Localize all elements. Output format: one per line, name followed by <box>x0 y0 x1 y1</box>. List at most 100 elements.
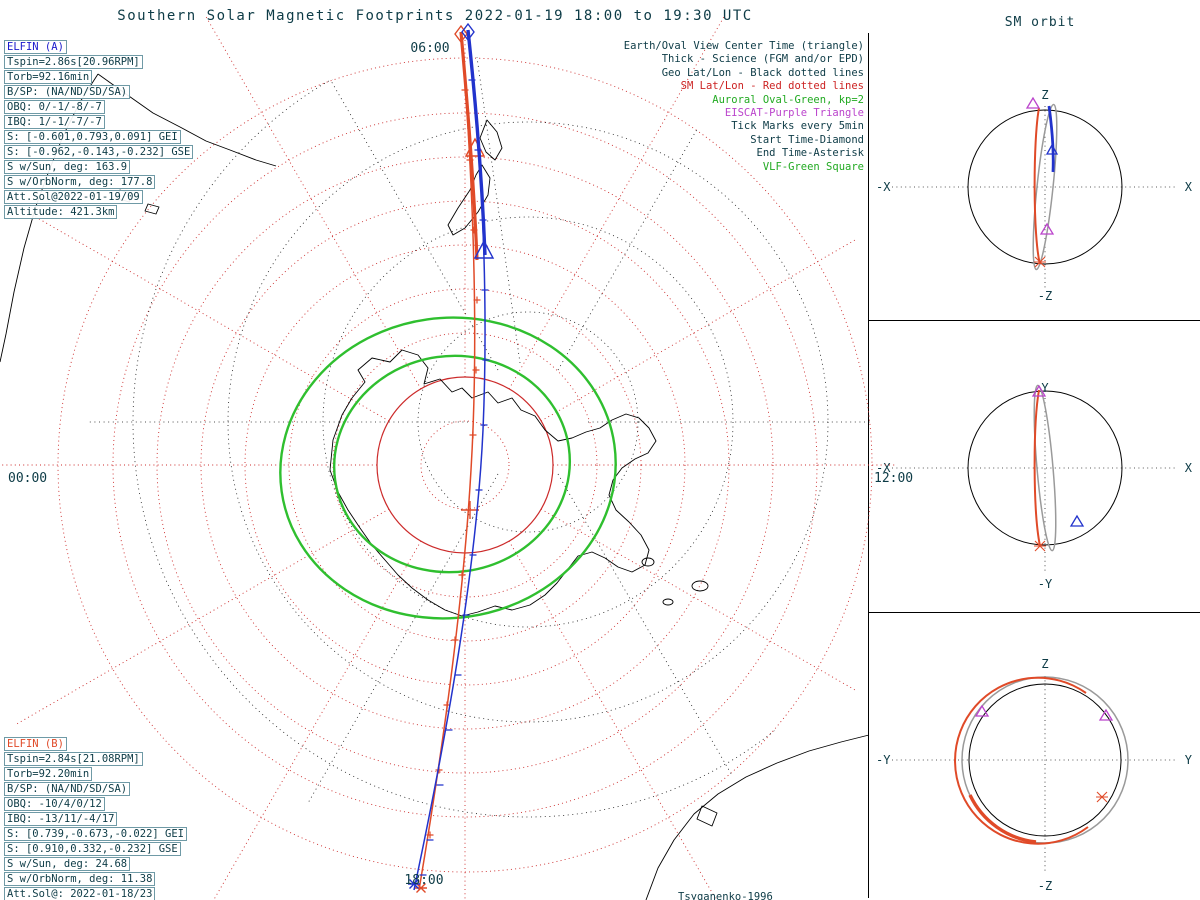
island <box>641 557 655 567</box>
coastlines <box>0 73 870 900</box>
auroral-oval-outer <box>279 316 617 620</box>
orbit-track-elfin-b <box>954 676 1089 845</box>
antarctica-outline <box>329 349 657 617</box>
orbit-track-gray <box>1033 384 1057 552</box>
axis-label: Z <box>1041 657 1048 671</box>
auroral-oval-inner <box>332 354 572 574</box>
tasmania-outline <box>696 805 718 827</box>
elfin-a-orbnorm-angle: S w/OrbNorm, deg: 177.8 <box>4 175 156 189</box>
elfin-b-s-gse: S: [0.910,0.332,-0.232] GSE <box>4 842 181 856</box>
axis-label: Y <box>1041 381 1049 395</box>
eiscat-triangle-icon <box>974 704 990 717</box>
legend-item-sm-grid: SM Lat/Lon - Red dotted lines <box>680 80 864 93</box>
elfin-b-orbnorm-angle: S w/OrbNorm, deg: 11.38 <box>4 872 156 886</box>
legend-item-start-time: Start Time-Diamond <box>750 133 864 146</box>
center-time-triangle-icon <box>1069 514 1085 527</box>
elfin-a-altitude: Altitude: 421.3km <box>4 205 118 219</box>
legend-item-vlf: VLF-Green Square <box>762 160 864 173</box>
sm-lat-80-circle <box>376 376 554 554</box>
axis-label: -Y <box>876 753 891 767</box>
elfin-a-center-time-triangle <box>473 239 495 259</box>
elfin-b-bsp: B/SP: (NA/ND/SD/SA) <box>4 782 131 796</box>
earth-circle <box>967 390 1123 546</box>
elfin-b-science-segment <box>459 31 479 261</box>
elfin-b-info-panel: ELFIN (B) Tspin=2.84s[21.08RPM] Torb=92.… <box>4 737 188 900</box>
axis-label: -Y <box>1038 577 1053 591</box>
clock-label-right: 12:00 <box>874 471 913 486</box>
legend-item-center-time: Earth/Oval View Center Time (triangle) <box>623 40 864 52</box>
elfin-b-track <box>415 24 486 893</box>
eiscat-triangle-icon <box>1031 384 1047 397</box>
elfin-b-5min-ticks <box>426 86 481 839</box>
sm-grid <box>0 14 895 900</box>
south-america-coast-east <box>97 73 277 167</box>
sm-orbit-panels: Z -X X -Z Y -X X -Y <box>868 33 1200 898</box>
elfin-b-obq: OBQ: -10/4/0/12 <box>4 797 105 811</box>
eiscat-triangle-icon <box>1039 222 1055 235</box>
end-time-asterisk-icon <box>1034 256 1046 268</box>
axis-label: X <box>1185 461 1193 475</box>
elfin-a-start-diamond <box>461 22 475 42</box>
earth-circle <box>968 683 1122 837</box>
axis-label: Y <box>1185 753 1193 767</box>
elfin-a-sun-angle: S w/Sun, deg: 163.9 <box>4 160 131 174</box>
eiscat-triangle-icon <box>1025 96 1041 109</box>
model-label: Tsyganenko-1996 <box>678 891 773 900</box>
elfin-b-tspin: Tspin=2.84s[21.08RPM] <box>4 752 143 766</box>
elfin-b-s-gei: S: [0.739,-0.673,-0.022] GEI <box>4 827 188 841</box>
legend-item-auroral-oval: Auroral Oval-Green, kp=2 <box>712 93 864 106</box>
elfin-a-torb: Torb=92.16min <box>4 70 93 84</box>
legend-item-tick-marks: Tick Marks every 5min <box>731 120 864 133</box>
elfin-a-track <box>408 22 495 891</box>
orbit-track-gray <box>1032 103 1058 271</box>
footprint-map: 06:00 00:00 12:00 18:00 <box>0 14 913 900</box>
legend-panel: Earth/Oval View Center Time (triangle) T… <box>556 40 864 174</box>
eiscat-triangle-icon <box>1098 708 1114 721</box>
center-time-triangle-icon <box>1045 143 1059 155</box>
elfin-b-center-plus <box>461 501 479 519</box>
axis-label: X <box>1185 180 1193 194</box>
elfin-b-attsol: Att.Sol@: 2022-01-18/23 <box>4 887 156 900</box>
elfin-b-torb: Torb=92.20min <box>4 767 93 781</box>
orbit-track-elfin-b <box>1033 107 1041 265</box>
earth-circle <box>967 109 1123 265</box>
elfin-a-end-asterisk <box>408 879 420 889</box>
sm-orbit-panel-xz: Z -X X -Z <box>876 88 1193 303</box>
clock-label-left: 00:00 <box>8 471 47 486</box>
elfin-a-attsol: Att.Sol@2022-01-19/09 <box>4 190 143 204</box>
new-zealand-north-island <box>479 119 503 161</box>
sm-meridians <box>0 14 895 900</box>
elfin-a-tspin: Tspin=2.86s[20.96RPM] <box>4 55 143 69</box>
orbit-track-elfin-a <box>1047 105 1055 173</box>
geo-grid <box>88 57 873 818</box>
axis-label: -X <box>876 180 891 194</box>
end-time-asterisk-icon <box>1096 791 1108 803</box>
sm-orbit-panel-yz: Z -Y Y -Z <box>876 657 1193 893</box>
island <box>662 598 674 606</box>
axis-label: -Z <box>1038 879 1052 893</box>
axis-label: -X <box>876 461 891 475</box>
elfin-a-5min-ticks <box>419 79 490 876</box>
auroral-oval <box>279 316 617 620</box>
elfin-a-science-segment <box>466 29 487 256</box>
australia-coast <box>645 734 870 900</box>
orbit-track-elfin-b <box>1033 389 1041 547</box>
elfin-b-ibq: IBQ: -13/11/-4/17 <box>4 812 118 826</box>
elfin-a-title: ELFIN (A) <box>4 40 67 54</box>
elfin-b-title: ELFIN (B) <box>4 737 67 751</box>
legend-item-eiscat: EISCAT-Purple Triangle <box>724 107 864 120</box>
page-title: Southern Solar Magnetic Footprints 2022-… <box>117 8 753 24</box>
elfin-b-start-diamond <box>454 24 468 44</box>
axis-label: Z <box>1041 88 1048 102</box>
clock-label-top: 06:00 <box>410 41 449 56</box>
legend-item-geo-grid: Geo Lat/Lon - Black dotted lines <box>661 66 864 79</box>
orbit-science-segment <box>968 794 1037 844</box>
axis-label: -Z <box>1038 289 1052 303</box>
elfin-b-sun-angle: S w/Sun, deg: 24.68 <box>4 857 131 871</box>
elfin-a-bsp: B/SP: (NA/ND/SD/SA) <box>4 85 131 99</box>
elfin-a-s-gse: S: [-0.962,-0.143,-0.232] GSE <box>4 145 194 159</box>
island <box>691 580 709 592</box>
end-time-asterisk-icon <box>1034 540 1046 552</box>
elfin-b-end-asterisk <box>415 883 427 893</box>
